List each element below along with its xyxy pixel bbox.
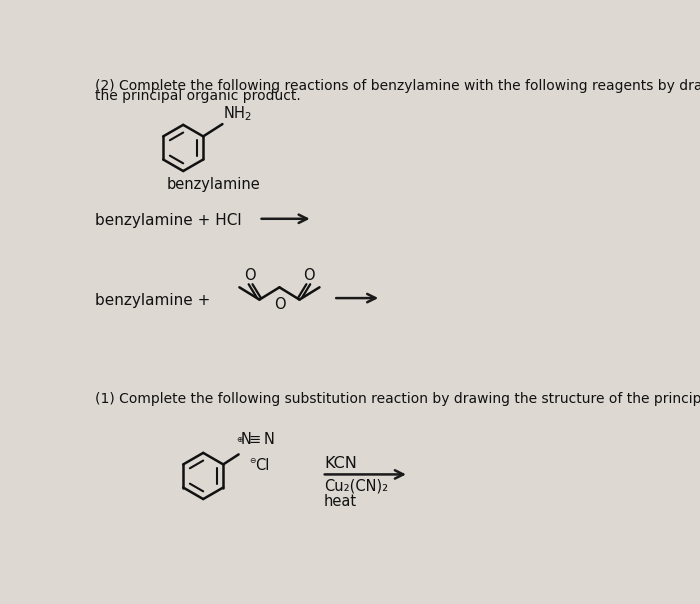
Text: $^{\oplus}$: $^{\oplus}$ [237, 436, 244, 446]
Text: (1) Complete the following substitution reaction by drawing the structure of the: (1) Complete the following substitution … [94, 392, 700, 406]
Text: NH$_2$: NH$_2$ [223, 104, 252, 123]
Text: (2) Complete the following reactions of benzylamine with the following reagents : (2) Complete the following reactions of … [94, 79, 700, 92]
Text: $\equiv$N: $\equiv$N [246, 431, 275, 448]
Text: O: O [274, 297, 286, 312]
Text: $^{\ominus}$: $^{\ominus}$ [248, 457, 256, 467]
Text: N: N [240, 432, 251, 448]
Text: Cu₂(CN)₂: Cu₂(CN)₂ [324, 478, 389, 493]
Text: O: O [244, 268, 256, 283]
Text: Cl: Cl [255, 458, 270, 474]
Text: benzylamine + HCl: benzylamine + HCl [94, 213, 241, 228]
Text: the principal organic product.: the principal organic product. [94, 89, 300, 103]
Text: heat: heat [324, 495, 357, 509]
Text: benzylamine +: benzylamine + [94, 294, 210, 309]
Text: benzylamine: benzylamine [167, 177, 260, 192]
Text: O: O [303, 268, 314, 283]
Text: KCN: KCN [324, 456, 357, 471]
